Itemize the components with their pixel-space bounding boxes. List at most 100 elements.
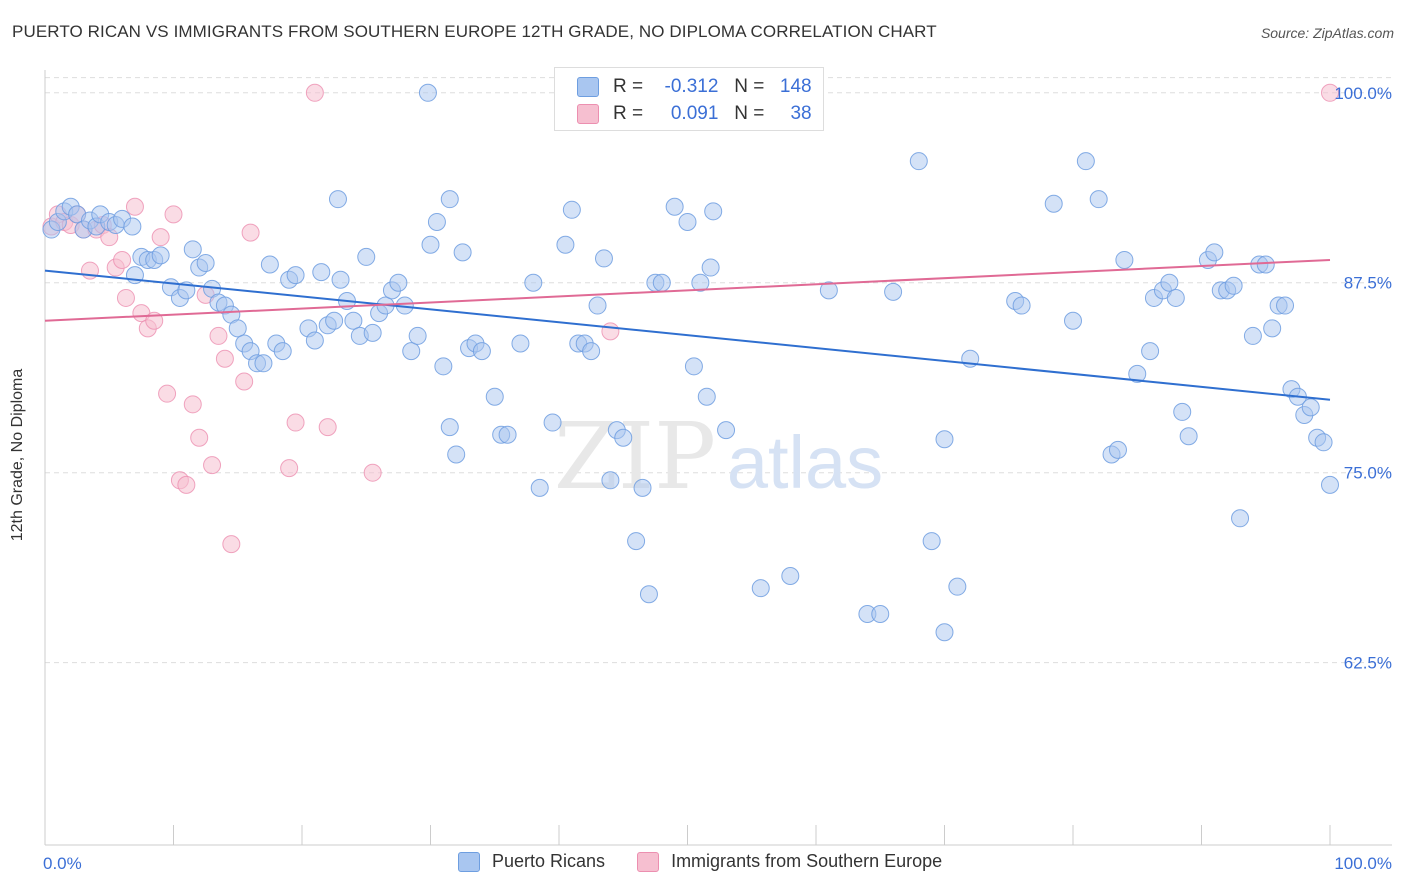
puerto-ricans-point	[717, 421, 736, 440]
legend-item-puerto-ricans[interactable]: Puerto Ricans	[458, 851, 605, 872]
puerto-ricans-point	[1089, 190, 1108, 209]
puerto-ricans-point	[1141, 342, 1160, 361]
puerto-ricans-point	[639, 585, 658, 604]
puerto-ricans-point	[922, 532, 941, 551]
watermark: ZIP atlas	[554, 403, 883, 510]
puerto-ricans-point	[1160, 273, 1179, 292]
puerto-ricans-point	[684, 357, 703, 376]
puerto-ricans-point	[440, 190, 459, 209]
puerto-ricans-point	[530, 478, 549, 497]
puerto-ricans-point	[562, 200, 581, 219]
southern-europe-point	[209, 326, 228, 345]
puerto-ricans-point	[312, 263, 331, 282]
puerto-ricans-point	[447, 445, 466, 464]
puerto-ricans-point	[1301, 398, 1320, 417]
puerto-ricans-point	[524, 273, 543, 292]
puerto-ricans-point	[1263, 319, 1282, 338]
series-puerto-ricans-points	[42, 83, 1339, 642]
puerto-ricans-point	[1108, 440, 1127, 459]
puerto-ricans-point	[408, 326, 427, 345]
puerto-ricans-point	[935, 623, 954, 642]
southern-europe-point	[183, 395, 202, 414]
chart-source: Source: ZipAtlas.com	[1260, 25, 1394, 41]
puerto-ricans-point	[325, 311, 344, 330]
trend-lines	[44, 258, 1331, 401]
puerto-ricans-point	[1115, 250, 1134, 269]
puerto-ricans-point	[1173, 402, 1192, 421]
southern-europe-point	[116, 288, 135, 307]
legend-n-value: 38	[790, 103, 812, 124]
puerto-ricans-point	[697, 387, 716, 406]
legend-row-southern-europe: R = 0.091 N = 38	[577, 101, 812, 127]
puerto-ricans-point	[691, 273, 710, 292]
puerto-ricans-point	[701, 258, 720, 277]
puerto-ricans-point	[421, 235, 440, 254]
puerto-ricans-point	[1321, 475, 1339, 494]
puerto-ricans-point	[440, 418, 459, 437]
puerto-ricans-point	[665, 197, 684, 216]
puerto-ricans-point	[1276, 296, 1295, 315]
southern-europe-point	[203, 456, 222, 475]
puerto-ricans-point	[498, 425, 517, 444]
legend-item-southern-europe[interactable]: Immigrants from Southern Europe	[637, 851, 942, 872]
legend-label-puerto-ricans: Puerto Ricans	[492, 851, 606, 871]
puerto-ricans-point	[1205, 243, 1224, 262]
puerto-ricans-point	[305, 331, 324, 350]
legend-r-label: R =	[613, 76, 644, 97]
x-tick-label-min: 0.0%	[43, 854, 82, 873]
legend-r-value: 0.091	[670, 103, 719, 124]
puerto-ricans-point	[614, 428, 633, 447]
watermark-zip: ZIP	[554, 403, 716, 510]
southern-europe-point	[158, 384, 177, 403]
legend-r-label: R =	[613, 103, 644, 124]
legend-swatch-pink	[577, 104, 599, 124]
puerto-ricans-point	[389, 273, 408, 292]
puerto-ricans-point	[594, 249, 613, 268]
puerto-ricans-point	[543, 413, 562, 432]
puerto-ricans-trend-line	[44, 269, 1331, 401]
southern-europe-point	[318, 418, 337, 437]
puerto-ricans-point	[1314, 433, 1333, 452]
puerto-ricans-point	[418, 83, 437, 102]
puerto-ricans-point	[472, 342, 491, 361]
southern-europe-point	[125, 197, 144, 216]
puerto-ricans-point	[556, 235, 575, 254]
puerto-ricans-point	[511, 334, 530, 353]
y-tick-label: 75.0%	[1344, 464, 1392, 483]
puerto-ricans-point	[434, 357, 453, 376]
puerto-ricans-point	[1076, 152, 1095, 171]
puerto-ricans-point	[935, 430, 954, 449]
puerto-ricans-point	[948, 577, 967, 596]
puerto-ricans-point	[884, 282, 903, 301]
puerto-ricans-point	[781, 567, 800, 586]
puerto-ricans-point	[652, 273, 671, 292]
southern-europe-point	[235, 372, 254, 391]
puerto-ricans-point	[1231, 509, 1250, 528]
southern-europe-point	[151, 228, 170, 247]
legend-n-label: N =	[734, 103, 765, 124]
tick-labels: 100.0% 87.5% 75.0% 62.5% 0.0% 100.0%	[43, 84, 1392, 873]
puerto-ricans-point	[328, 190, 347, 209]
legend-swatch-pink	[637, 851, 660, 872]
southern-europe-trend-line	[44, 258, 1331, 322]
puerto-ricans-point	[363, 323, 382, 342]
puerto-ricans-point	[196, 253, 215, 272]
legend-r-value: -0.312	[664, 76, 719, 97]
puerto-ricans-point	[601, 471, 620, 490]
southern-europe-point	[241, 223, 260, 242]
chart-title: PUERTO RICAN VS IMMIGRANTS FROM SOUTHERN…	[12, 22, 937, 41]
puerto-ricans-point	[1256, 255, 1275, 274]
puerto-ricans-point	[678, 212, 697, 231]
southern-europe-point	[601, 322, 620, 341]
legend-n-value: 148	[779, 76, 812, 97]
puerto-ricans-point	[485, 387, 504, 406]
southern-europe-point	[222, 535, 241, 554]
legend-n-label: N =	[734, 76, 765, 97]
puerto-ricans-point	[704, 202, 723, 221]
puerto-ricans-point	[183, 240, 202, 259]
puerto-ricans-point	[871, 605, 890, 624]
puerto-ricans-point	[453, 243, 472, 262]
southern-europe-point	[363, 463, 382, 482]
series-legend: Puerto Ricans Immigrants from Southern E…	[458, 851, 974, 872]
